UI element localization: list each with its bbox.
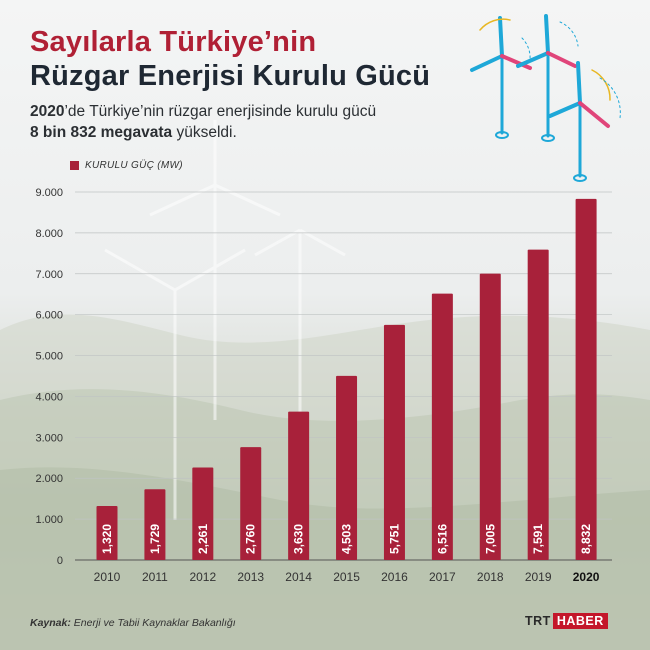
- x-tick-label: 2020: [573, 570, 600, 584]
- y-tick-label: 9.000: [35, 187, 63, 199]
- x-tick-label: 2017: [429, 570, 456, 584]
- x-tick-label: 2014: [285, 570, 312, 584]
- x-tick-label: 2019: [525, 570, 552, 584]
- bar: [336, 375, 358, 560]
- subtitle-highlight: 8 bin 832 megavata: [30, 124, 173, 141]
- x-tick-label: 2012: [189, 570, 216, 584]
- title-line-2: Rüzgar Enerjisi Kurulu Gücü: [30, 60, 431, 92]
- x-tick-label: 2013: [237, 570, 264, 584]
- bar: [479, 273, 501, 560]
- bar: [192, 467, 214, 560]
- bar-data-label: 2,760: [244, 524, 258, 554]
- source-note: Kaynak: Enerji ve Tabii Kaynaklar Bakanl…: [30, 617, 236, 629]
- logo-trt: TRT: [525, 614, 551, 628]
- y-tick-label: 3.000: [35, 432, 63, 444]
- x-tick-label: 2010: [94, 570, 121, 584]
- y-tick-label: 8.000: [35, 228, 63, 240]
- bar-data-label: 3,630: [292, 524, 306, 554]
- bar-data-label: 6,516: [435, 524, 449, 554]
- subtitle-end: yükseldi.: [172, 124, 237, 141]
- y-tick-label: 7.000: [35, 269, 63, 281]
- subtitle-text: ’de Türkiye’nin rüzgar enerjisinde kurul…: [64, 103, 377, 120]
- logo-haber: HABER: [552, 613, 608, 629]
- bar-data-label: 2,261: [196, 524, 210, 554]
- x-tick-label: 2015: [333, 570, 360, 584]
- bar: [96, 506, 118, 560]
- bar-data-label: 5,751: [387, 524, 401, 554]
- bar: [431, 293, 453, 560]
- wind-turbines-icon: [470, 14, 621, 182]
- bar-data-label: 1,320: [100, 524, 114, 554]
- subtitle-year: 2020: [30, 103, 65, 120]
- y-tick-label: 2.000: [35, 473, 63, 485]
- x-tick-label: 2018: [477, 570, 504, 584]
- title-line-1: Sayılarla Türkiye’nin: [30, 26, 317, 58]
- bar: [383, 324, 405, 560]
- y-tick-label: 5.000: [35, 351, 63, 363]
- trt-haber-logo: TRT HABER: [525, 613, 608, 629]
- chart-legend: KURULU GÜÇ (MW): [70, 160, 183, 171]
- bar: [144, 489, 166, 560]
- x-tick-label: 2016: [381, 570, 408, 584]
- bar-data-label: 7,005: [483, 524, 497, 554]
- bar: [240, 447, 262, 560]
- y-tick-label: 0: [57, 555, 63, 567]
- bar-data-label: 1,729: [148, 524, 162, 554]
- bar-data-label: 7,591: [531, 524, 545, 554]
- legend-swatch: [70, 161, 79, 170]
- x-tick-label: 2011: [142, 570, 168, 584]
- bar-data-label: 8,832: [579, 524, 593, 554]
- y-tick-label: 6.000: [35, 310, 63, 322]
- legend-label: KURULU GÜÇ (MW): [85, 160, 183, 171]
- bar: [575, 198, 597, 561]
- subtitle: 2020’de Türkiye’nin rüzgar enerjisinde k…: [30, 101, 490, 143]
- y-tick-label: 4.000: [35, 391, 63, 403]
- bar-data-label: 4,503: [340, 524, 354, 554]
- source-text: Enerji ve Tabii Kaynaklar Bakanlığı: [70, 617, 236, 629]
- bar: [527, 249, 549, 561]
- y-tick-label: 1.000: [35, 514, 63, 526]
- source-label: Kaynak:: [30, 617, 71, 629]
- bar: [288, 411, 310, 560]
